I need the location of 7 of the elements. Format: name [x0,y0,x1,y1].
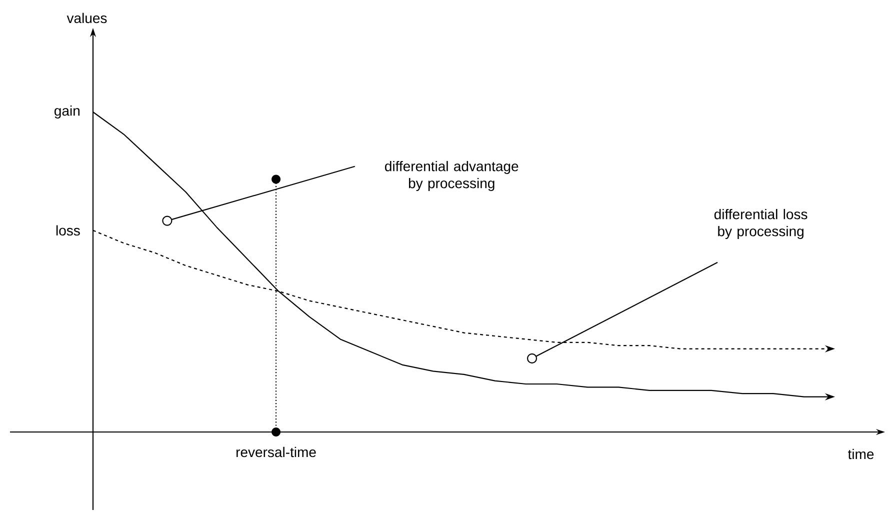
x-axis-title: time [848,448,874,460]
annotation: differential advantage by processing [385,160,518,192]
annotation: differential loss by processing [714,208,808,240]
text: reversal-time [236,446,316,458]
series-label: loss [56,225,80,236]
series-label: gain [54,105,80,119]
text: values [66,12,107,24]
